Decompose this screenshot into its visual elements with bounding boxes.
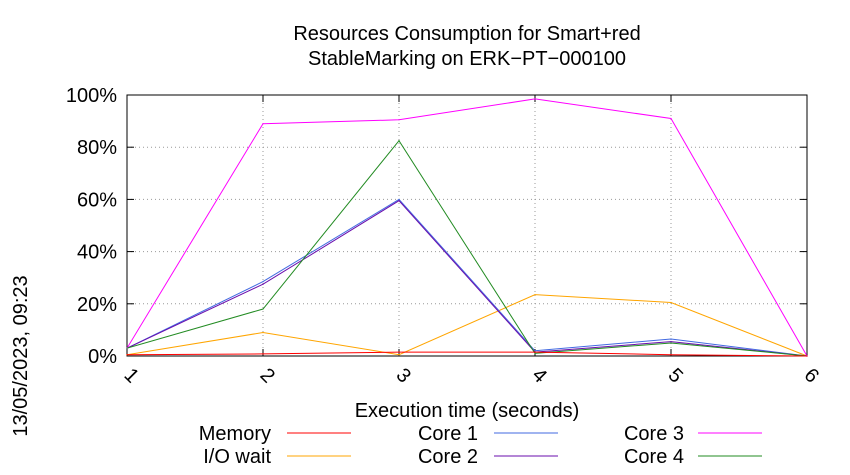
y-axis: 0% 20% 40% 60% 80% 100%	[66, 85, 807, 368]
data-point	[806, 355, 808, 357]
y-tick-label: 80%	[77, 137, 117, 159]
x-axis-label: Execution time (seconds)	[355, 400, 580, 422]
data-point	[398, 198, 400, 200]
data-point	[126, 354, 128, 356]
side-timestamp: 13/05/2023, 09:23	[10, 275, 32, 436]
data-point	[670, 342, 672, 344]
legend-label-core-4: Core 4	[624, 446, 684, 468]
grid	[127, 95, 807, 356]
y-tick-label: 60%	[77, 189, 117, 211]
series-line-memory	[126, 351, 808, 357]
y-tick-label: 0%	[88, 346, 117, 368]
data-point	[398, 351, 400, 353]
data-point	[398, 354, 400, 356]
series-line-core-3	[126, 98, 808, 357]
data-point	[398, 200, 400, 202]
x-axis: 1 2 3 4 5 6	[120, 95, 823, 387]
data-point	[670, 117, 672, 120]
data-point	[126, 347, 128, 349]
data-point	[398, 119, 400, 121]
series-line-core-4	[126, 139, 808, 357]
x-tick-label: 3	[392, 364, 415, 387]
x-tick-label: 1	[120, 364, 143, 387]
plot-frame	[126, 94, 808, 357]
legend-label-i-o-wait: I/O wait	[203, 446, 271, 468]
data-point	[262, 283, 264, 285]
y-tick-label: 20%	[77, 294, 117, 316]
data-point	[670, 301, 672, 304]
x-tick-label: 2	[256, 364, 279, 387]
series-line-core-1	[126, 198, 808, 357]
data-point	[262, 353, 264, 355]
data-point	[670, 338, 672, 340]
legend-label-core-1: Core 1	[418, 423, 478, 445]
x-tick-label: 6	[800, 364, 823, 387]
data-point	[534, 294, 536, 296]
x-tick-label: 5	[664, 364, 687, 387]
x-tick-label: 4	[528, 364, 551, 387]
data-point	[398, 140, 400, 142]
data-point	[262, 331, 264, 334]
chart-title-line1: Resources Consumption for Smart+red	[293, 23, 640, 45]
data-point	[534, 351, 536, 353]
series-lines	[126, 98, 808, 357]
series-line-i-o-wait	[126, 294, 808, 357]
data-point	[262, 281, 264, 283]
data-point	[262, 123, 264, 125]
data-point	[534, 352, 536, 354]
y-tick-label: 100%	[66, 85, 117, 107]
data-point	[670, 354, 672, 356]
legend-label-core-2: Core 2	[418, 446, 478, 468]
chart-title-line2: StableMarking on ERK−PT−000100	[308, 48, 626, 70]
data-point	[262, 308, 264, 310]
series-line-core-2	[126, 200, 808, 357]
data-point	[534, 98, 536, 100]
y-tick-label: 40%	[77, 242, 117, 264]
data-point	[670, 341, 672, 343]
legend-label-memory: Memory	[199, 423, 271, 445]
legend-label-core-3: Core 3	[624, 423, 684, 445]
